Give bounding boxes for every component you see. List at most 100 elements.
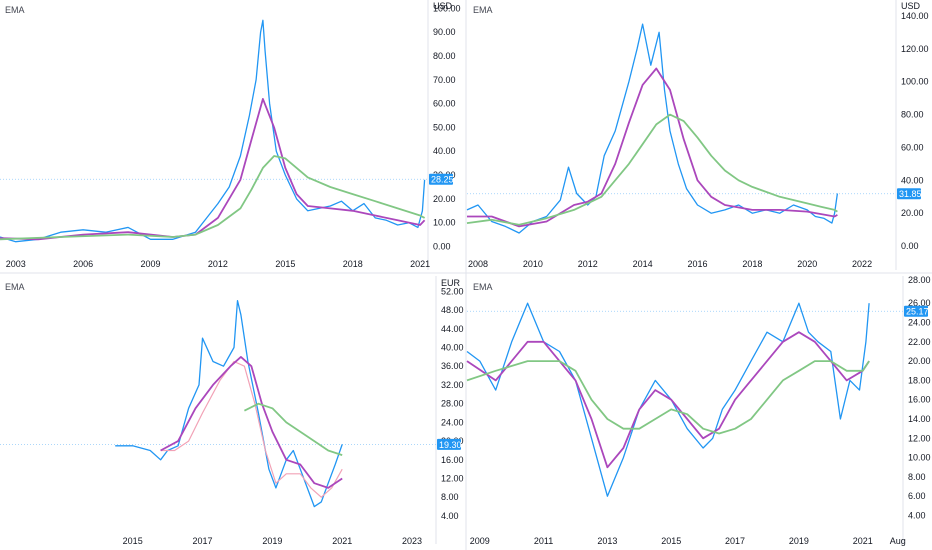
x-tick-label: 2023 bbox=[402, 536, 422, 546]
x-tick-label: 2009 bbox=[470, 536, 490, 546]
x-tick-label: 2006 bbox=[73, 259, 93, 269]
x-tick-label: 2020 bbox=[797, 259, 817, 269]
x-tick-label: 2015 bbox=[661, 536, 681, 546]
y-tick-label: 80.00 bbox=[433, 51, 456, 61]
x-tick-label: 2019 bbox=[789, 536, 809, 546]
y-tick-label: 0.00 bbox=[433, 241, 451, 251]
y-tick-label: 52.00 bbox=[441, 286, 464, 296]
y-tick-label: 12.00 bbox=[441, 474, 464, 484]
y-tick-label: 48.00 bbox=[441, 305, 464, 315]
y-tick-label: 100.00 bbox=[433, 3, 461, 13]
ema-line bbox=[466, 331, 870, 469]
x-tick-label: 2014 bbox=[633, 259, 653, 269]
last-price-badge bbox=[897, 188, 921, 200]
y-tick-label: 70.00 bbox=[433, 75, 456, 85]
y-tick-label: 12.00 bbox=[908, 433, 931, 443]
x-tick-label: 2017 bbox=[725, 536, 745, 546]
ema-line bbox=[466, 113, 838, 226]
y-tick-label: 140.00 bbox=[901, 11, 929, 21]
panel-top-left[interactable]: EMAUSD0.0010.0020.0030.0040.0050.0060.00… bbox=[0, 0, 461, 270]
y-tick-label: 32.00 bbox=[441, 380, 464, 390]
y-tick-label: 18.00 bbox=[908, 375, 931, 385]
y-tick-label: 22.00 bbox=[908, 337, 931, 347]
y-tick-label: 60.00 bbox=[901, 142, 924, 152]
y-tick-label: 20.00 bbox=[901, 208, 924, 218]
y-tick-label: 14.00 bbox=[908, 414, 931, 424]
x-tick-label: 2015 bbox=[275, 259, 295, 269]
x-tick-label: 2021 bbox=[332, 536, 352, 546]
y-tick-label: 4.00 bbox=[441, 511, 459, 521]
currency-label: USD bbox=[901, 1, 921, 11]
x-tick-label: 2017 bbox=[193, 536, 213, 546]
y-tick-label: 16.00 bbox=[908, 395, 931, 405]
y-tick-label: 28.00 bbox=[441, 399, 464, 409]
y-tick-label: 50.00 bbox=[433, 122, 456, 132]
y-tick-label: 8.00 bbox=[441, 492, 459, 502]
price-line bbox=[115, 300, 343, 508]
y-tick-label: 40.00 bbox=[901, 175, 924, 185]
y-tick-label: 40.00 bbox=[433, 146, 456, 156]
price-line bbox=[466, 23, 839, 234]
y-tick-label: 90.00 bbox=[433, 27, 456, 37]
y-tick-label: 36.00 bbox=[441, 361, 464, 371]
last-price-label: 28.25 bbox=[431, 175, 454, 185]
currency-label: USD bbox=[433, 1, 453, 11]
y-tick-label: 24.00 bbox=[441, 417, 464, 427]
y-tick-label: 10.00 bbox=[908, 453, 931, 463]
ema-line bbox=[467, 67, 838, 228]
x-tick-label: 2021 bbox=[410, 259, 430, 269]
x-tick-label: 2018 bbox=[742, 259, 762, 269]
x-tick-label: 2012 bbox=[578, 259, 598, 269]
last-price-badge bbox=[904, 305, 928, 317]
x-tick-label: 2003 bbox=[6, 259, 26, 269]
y-tick-label: 24.00 bbox=[908, 318, 931, 328]
price-line bbox=[0, 19, 426, 243]
x-tick-label: 2022 bbox=[852, 259, 872, 269]
last-price-label: 19.30 bbox=[439, 440, 462, 450]
y-tick-label: 100.00 bbox=[901, 77, 929, 87]
last-price-badge bbox=[437, 438, 461, 450]
x-tick-label: 2011 bbox=[534, 536, 553, 546]
y-tick-label: 40.00 bbox=[441, 343, 464, 353]
x-tick-label: 2019 bbox=[262, 536, 282, 546]
x-tick-label: 2021 bbox=[853, 536, 873, 546]
y-tick-label: 20.00 bbox=[433, 194, 456, 204]
x-tick-label: 2016 bbox=[687, 259, 707, 269]
y-tick-label: 16.00 bbox=[441, 455, 464, 465]
ema-line bbox=[0, 155, 426, 241]
x-tick-label: 2012 bbox=[208, 259, 228, 269]
y-tick-label: 60.00 bbox=[433, 99, 456, 109]
indicator-label: EMA bbox=[5, 5, 25, 15]
y-tick-label: 8.00 bbox=[908, 472, 926, 482]
x-tick-label: 2010 bbox=[523, 259, 543, 269]
x-tick-label: 2015 bbox=[123, 536, 143, 546]
last-price-label: 31.85 bbox=[899, 189, 922, 199]
last-price-badge bbox=[429, 173, 453, 185]
panel-bottom-left[interactable]: EMAEUR4.008.0012.0016.0020.0024.0028.003… bbox=[0, 276, 464, 546]
currency-label: EUR bbox=[441, 278, 461, 288]
ema-line bbox=[0, 98, 426, 241]
y-tick-label: 26.00 bbox=[908, 298, 931, 308]
indicator-label: EMA bbox=[473, 5, 493, 15]
panel-bottom-right[interactable]: EMA 28.00 4.00 6.00 8.00 10.00 12.00 14.00 16.00… bbox=[466, 275, 931, 546]
panel-top-right[interactable]: EMA USD 0.00 20.00 40.00 60.00 80.00 100.00 120.… bbox=[466, 0, 929, 270]
ema-line bbox=[243, 402, 343, 456]
last-price-label: 25.17 bbox=[906, 307, 929, 317]
price-line bbox=[466, 302, 870, 497]
y-tick-label: 4.00 bbox=[908, 511, 926, 521]
x-tick-label: 2018 bbox=[343, 259, 363, 269]
x-tick-label: 2008 bbox=[468, 259, 488, 269]
ema-line bbox=[160, 355, 343, 489]
x-tick-label: 2009 bbox=[141, 259, 161, 269]
ema-line bbox=[160, 360, 343, 498]
y-tick-label: 44.00 bbox=[441, 324, 464, 334]
indicator-label: EMA bbox=[473, 282, 493, 292]
ema-line bbox=[466, 360, 870, 435]
y-tick-label: 0.00 bbox=[901, 241, 919, 251]
x-tick-label: 2013 bbox=[597, 536, 617, 546]
y-tick-label: 10.00 bbox=[433, 218, 456, 228]
y-tick-label: 20.00 bbox=[908, 356, 931, 366]
y-tick-label: 28.00 bbox=[908, 275, 931, 285]
y-tick-label: 120.00 bbox=[901, 44, 929, 54]
